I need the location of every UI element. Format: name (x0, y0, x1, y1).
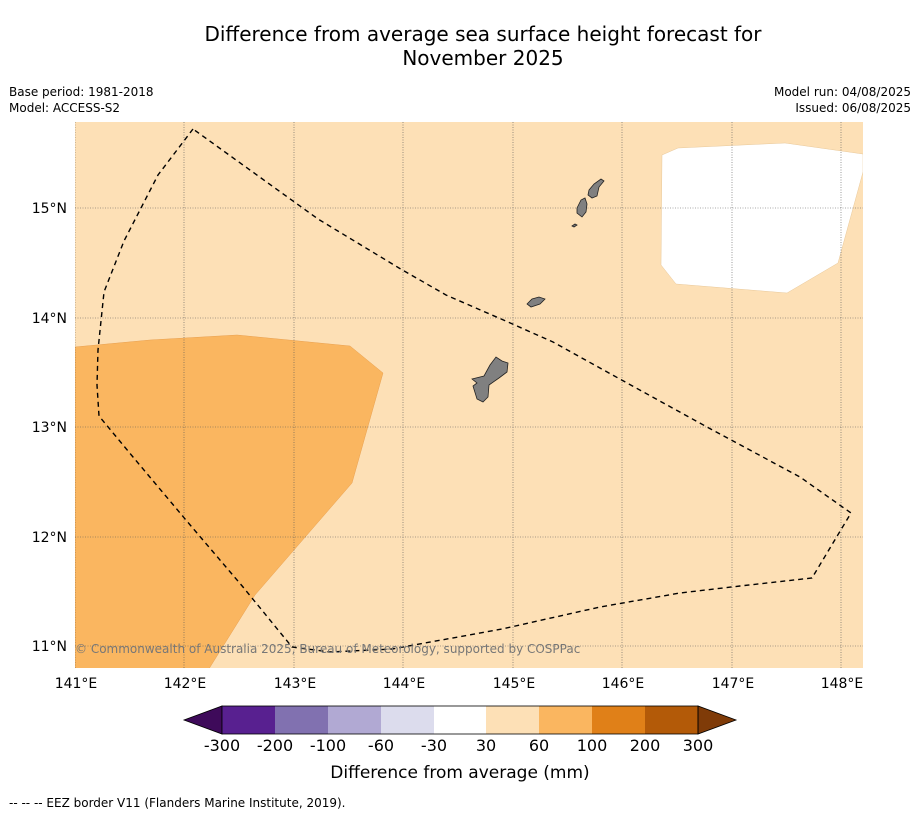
issued-date: Issued: 06/08/2025 (795, 101, 911, 115)
colorbar-tick: -60 (368, 736, 394, 755)
lon-label: 146°E (602, 676, 645, 692)
island-saipan (587, 178, 605, 199)
lat-label: 13°N (32, 420, 67, 436)
colorbar-swatch (592, 706, 645, 734)
colorbar-swatch (539, 706, 592, 734)
colorbar-swatch (434, 706, 486, 734)
colorbar-label: Difference from average (mm) (330, 763, 589, 783)
island-rota (526, 296, 546, 308)
colorbar-extend-low (182, 705, 223, 735)
eez-border (96, 128, 852, 653)
colorbar-extend-high (697, 705, 738, 735)
colorbar-swatch (275, 706, 328, 734)
model-name: Model: ACCESS-S2 (9, 101, 121, 115)
map-title: Difference from average sea surface heig… (0, 22, 919, 70)
meta-left: Base period: 1981-2018 Model: ACCESS-S2 (9, 84, 154, 116)
lat-label: 14°N (32, 311, 67, 327)
eez-legend: -- -- -- EEZ border V11 (Flanders Marine… (9, 796, 346, 810)
title-line-2: November 2025 (402, 46, 564, 70)
colorbar-tick: -200 (257, 736, 293, 755)
lon-label: 145°E (493, 676, 536, 692)
colorbar-swatch (381, 706, 434, 734)
colorbar-tick: 30 (476, 736, 496, 755)
model-run: Model run: 04/08/2025 (773, 85, 911, 99)
anomaly-band-no-change (660, 142, 863, 294)
island-guam (471, 356, 509, 403)
meta-right: Model run: 04/08/2025 Issued: 06/08/2025 (774, 84, 911, 116)
copyright-notice: © Commonwealth of Australia 2025, Bureau… (75, 642, 580, 656)
graticule (75, 122, 863, 668)
colorbar-tick: -30 (421, 736, 447, 755)
colorbar-tick: 100 (577, 736, 608, 755)
colorbar-tick: 200 (630, 736, 661, 755)
longitude-labels: 141°E 142°E 143°E 144°E 145°E 146°E 147°… (55, 676, 864, 692)
lon-label: 148°E (821, 676, 864, 692)
map-area: © Commonwealth of Australia 2025, Bureau… (75, 122, 863, 668)
lat-label: 15°N (32, 201, 67, 217)
anomaly-band-60-100 (75, 334, 384, 668)
lon-label: 147°E (712, 676, 755, 692)
lon-label: 144°E (383, 676, 426, 692)
title-line-1: Difference from average sea surface heig… (204, 22, 762, 46)
colorbar-swatch (645, 706, 698, 734)
colorbar-outline (221, 705, 699, 735)
colorbar: -300 -200 -100 -60 -30 30 60 100 200 300… (182, 705, 738, 783)
colorbar-swatch (486, 706, 539, 734)
colorbar-swatch (328, 706, 381, 734)
colorbar-swatch (222, 706, 275, 734)
lat-label: 12°N (32, 530, 67, 546)
latitude-labels: 15°N 14°N 13°N 12°N 11°N (32, 201, 67, 655)
colorbar-tick: 300 (683, 736, 714, 755)
base-period: Base period: 1981-2018 (9, 85, 154, 99)
lat-label: 11°N (32, 639, 67, 655)
islands (471, 178, 605, 403)
colorbar-ticks: -300 -200 -100 -60 -30 30 60 100 200 300 (204, 736, 713, 755)
lon-label: 141°E (55, 676, 98, 692)
colorbar-tick: -100 (310, 736, 346, 755)
colorbar-tick: 60 (529, 736, 549, 755)
island-aguijan (571, 223, 578, 228)
lon-label: 143°E (274, 676, 317, 692)
lon-label: 142°E (164, 676, 207, 692)
colorbar-tick: -300 (204, 736, 240, 755)
island-tinian (576, 197, 588, 218)
